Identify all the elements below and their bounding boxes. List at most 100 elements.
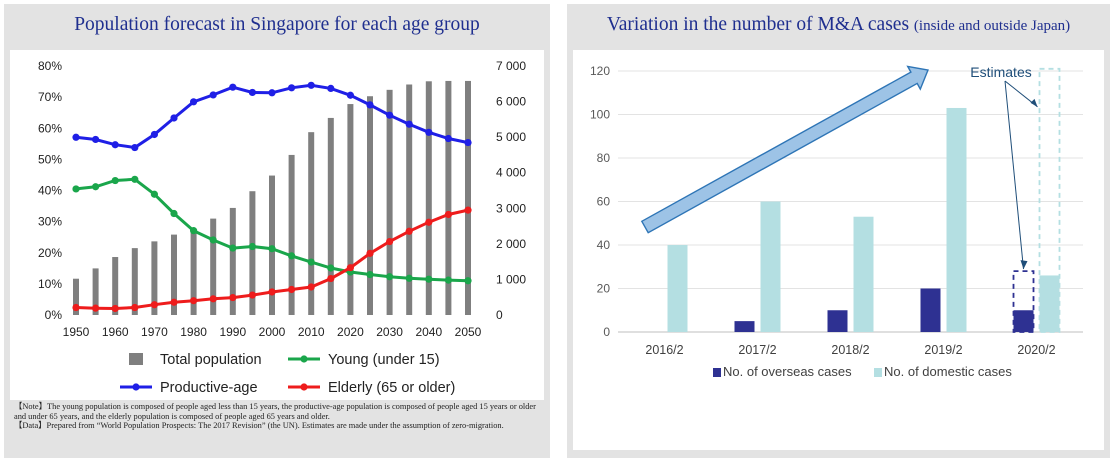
x-axis-tick-label: 1990 xyxy=(219,325,246,339)
y-axis-tick-label: 100 xyxy=(590,108,610,122)
x-axis-tick-label: 2000 xyxy=(259,325,286,339)
overseas-cases-bar xyxy=(920,288,941,332)
productive-age-point xyxy=(248,88,256,97)
total-population-bar xyxy=(210,218,217,315)
total-population-bar xyxy=(190,229,197,315)
total-population-bar xyxy=(92,268,99,315)
young-under-15-point xyxy=(444,276,452,284)
legend-swatch-total-population xyxy=(129,353,143,365)
elderly-65-or-older-point xyxy=(268,288,276,296)
ma-chart: 0 20 40 60 80 100 120 2016/2 2017/2 2018/2 2019/2 2… xyxy=(590,64,1083,379)
elderly-65-or-older-point xyxy=(170,298,178,306)
y-axis-tick-label: 0 xyxy=(603,325,610,339)
productive-age-point xyxy=(405,120,413,128)
x-axis-tick-label: 2010 xyxy=(298,325,325,339)
young-under-15-point xyxy=(190,227,198,235)
total-population-bar xyxy=(327,117,334,315)
productive-age-point xyxy=(209,91,217,99)
elderly-65-or-older-point xyxy=(131,303,139,312)
x-axis-tick-label: 2030 xyxy=(376,325,403,339)
legend-label-domestic-cases: No. of domestic cases xyxy=(884,364,1012,379)
y-axis-tick-label: 40 xyxy=(597,238,611,252)
productive-age-point xyxy=(190,98,198,106)
productive-age-point xyxy=(346,91,354,99)
legend-label-overseas-cases: No. of overseas cases xyxy=(723,364,852,379)
left-axis-tick-label: 20% xyxy=(38,246,62,260)
right-axis-tick-label: 3 000 xyxy=(496,201,526,215)
left-axis-tick-label: 10% xyxy=(38,277,62,291)
productive-age-point xyxy=(72,133,80,141)
domestic-cases-bar xyxy=(667,245,688,332)
x-axis-tick-label: 2020 xyxy=(337,325,364,339)
elderly-65-or-older-point xyxy=(346,264,354,272)
productive-age-point xyxy=(386,111,394,119)
right-axis-tick-label: 5 000 xyxy=(496,130,526,144)
productive-age-point xyxy=(111,141,119,149)
estimates-pointer-domestic-head xyxy=(1030,98,1038,107)
young-under-15-point xyxy=(288,252,296,260)
total-population-bar xyxy=(347,104,354,315)
right-axis-tick-label: 4 000 xyxy=(496,166,526,180)
young-under-15-point xyxy=(229,244,237,252)
estimates-pointer-overseas-head xyxy=(1020,260,1028,270)
ma-chart-title: Variation in the number of M&A cases (in… xyxy=(567,14,1110,36)
young-under-15-point xyxy=(248,242,256,251)
young-under-15-point xyxy=(405,274,413,282)
left-axis-tick-label: 80% xyxy=(38,59,62,73)
productive-age-point xyxy=(307,81,315,89)
domestic-cases-bar xyxy=(853,216,874,332)
young-under-15-point xyxy=(150,190,158,198)
elderly-65-or-older-point xyxy=(386,237,394,246)
elderly-65-or-older-point xyxy=(72,303,80,312)
ma-chart-title-sub: (inside and outside Japan) xyxy=(913,18,1071,34)
elderly-65-or-older-point xyxy=(248,291,256,299)
estimated-domestic-bar xyxy=(1038,67,1061,333)
x-axis-tick-label: 2040 xyxy=(415,325,442,339)
elderly-65-or-older-point xyxy=(190,297,198,305)
legend-label-elderly-65-or-older: Elderly (65 or older) xyxy=(328,380,455,396)
young-under-15-point xyxy=(209,236,217,244)
left-axis-tick-label: 30% xyxy=(38,215,62,229)
total-population-bar xyxy=(73,278,79,315)
y-axis-tick-label: 60 xyxy=(597,195,611,209)
ma-chart-area: 0 20 40 60 80 100 120 2016/2 2017/2 2018/2 2019/2 2… xyxy=(573,50,1104,450)
trend-arrow xyxy=(640,65,929,234)
young-under-15-point xyxy=(268,245,276,253)
total-population-bar xyxy=(465,80,471,315)
left-axis-tick-label: 50% xyxy=(38,152,62,166)
total-population-bar xyxy=(171,234,177,315)
total-population-bar xyxy=(229,207,236,315)
x-axis-tick-label: 2016/2 xyxy=(645,343,683,357)
x-axis-tick-label: 2020/2 xyxy=(1017,343,1055,357)
population-forecast-panel: Population forecast in Singapore for eac… xyxy=(4,4,550,458)
x-axis-tick-label: 2050 xyxy=(455,325,482,339)
total-population-bar xyxy=(131,248,138,315)
young-under-15-point xyxy=(131,175,139,183)
productive-age-point xyxy=(92,135,100,144)
young-under-15-point xyxy=(366,270,374,279)
population-data-source: 【Data】Prepared from “World Population Pr… xyxy=(14,421,504,431)
ma-cases-panel: Variation in the number of M&A cases (in… xyxy=(567,4,1110,458)
right-axis-tick-label: 1 000 xyxy=(496,272,526,286)
productive-age-point xyxy=(170,114,178,122)
young-under-15-point xyxy=(72,185,80,193)
total-population-bar xyxy=(445,80,452,315)
productive-age-point xyxy=(131,143,139,152)
elderly-65-or-older-point xyxy=(111,304,119,313)
elderly-65-or-older-point xyxy=(444,210,452,219)
x-axis-tick-label: 1950 xyxy=(63,325,90,339)
legend-swatch-domestic-cases xyxy=(874,368,882,377)
x-axis-tick-label: 1980 xyxy=(180,325,207,339)
elderly-65-or-older-point xyxy=(92,304,100,312)
left-axis-tick-label: 70% xyxy=(38,90,62,104)
young-under-15-point xyxy=(327,264,335,272)
x-axis-tick-label: 1960 xyxy=(102,325,129,339)
x-axis-tick-label: 2019/2 xyxy=(924,343,962,357)
x-axis-tick-label: 2018/2 xyxy=(831,343,869,357)
right-axis-tick-label: 0 xyxy=(496,308,503,322)
young-under-15-point xyxy=(170,209,178,218)
left-axis-tick-label: 60% xyxy=(38,121,62,135)
right-axis-tick-label: 2 000 xyxy=(496,237,526,251)
productive-age-point xyxy=(464,138,472,147)
total-population-bar xyxy=(406,84,413,315)
